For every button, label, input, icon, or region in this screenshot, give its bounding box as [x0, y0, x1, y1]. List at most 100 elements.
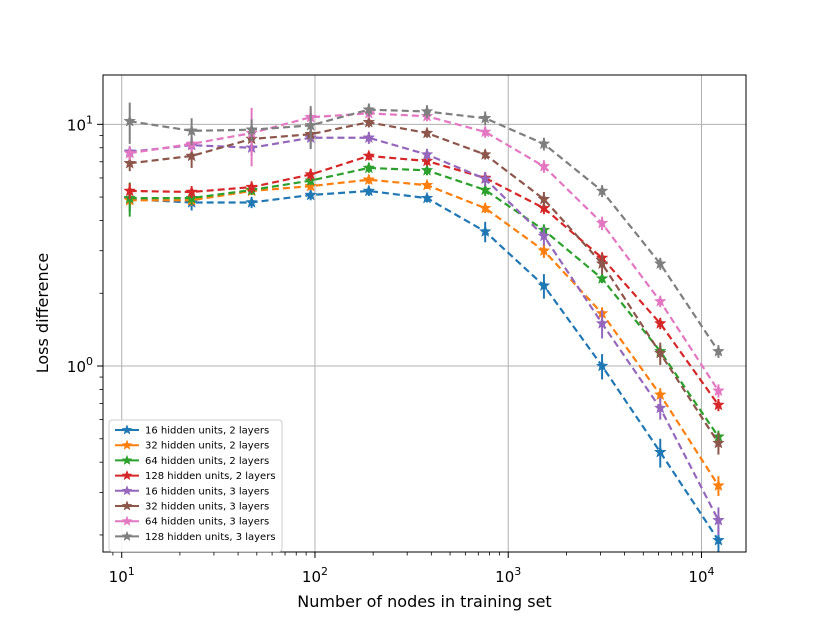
- data-point: [362, 115, 376, 128]
- data-point: [537, 159, 551, 172]
- legend-label: 64 hidden units, 2 layers: [145, 456, 269, 467]
- x-tick-label-exponent: 1: [128, 565, 135, 578]
- data-point: [478, 125, 492, 138]
- data-point: [712, 344, 725, 357]
- y-tick-label-exponent: 0: [86, 355, 93, 368]
- data-point: [478, 224, 492, 237]
- data-point: [478, 111, 492, 124]
- legend-item-4: 128 hidden units, 2 layers: [115, 469, 276, 482]
- legend-marker: [121, 454, 133, 466]
- legend-item-6: 32 hidden units, 3 layers: [115, 500, 269, 513]
- data-point: [478, 183, 492, 196]
- y-tick-label-base: 10: [67, 358, 86, 376]
- data-point: [362, 131, 376, 144]
- data-point: [245, 195, 258, 208]
- x-tick-label-text: 101: [109, 565, 135, 586]
- data-point: [712, 436, 725, 449]
- data-point: [653, 445, 667, 458]
- legend-marker: [121, 469, 133, 481]
- data-point: [362, 161, 376, 174]
- legend-marker: [121, 439, 133, 450]
- x-tick-label-exponent: 4: [708, 565, 715, 578]
- legend-item-1: 16 hidden units, 2 layers: [115, 424, 269, 437]
- y-tick-label-exponent: 1: [86, 113, 93, 126]
- y-tick-label-text: 100: [67, 355, 93, 376]
- data-point: [595, 216, 609, 229]
- data-point: [123, 146, 137, 159]
- data-point: [595, 359, 609, 372]
- legend: 16 hidden units, 2 layers 32 hidden units…: [108, 419, 283, 553]
- x-tick-label-text: 104: [688, 565, 714, 586]
- legend-label: 32 hidden units, 3 layers: [145, 502, 269, 513]
- data-point: [537, 278, 551, 292]
- data-point: [185, 124, 199, 137]
- x-tick-label-text: 102: [302, 565, 328, 586]
- x-tick-label-base: 10: [302, 568, 321, 586]
- data-point: [420, 126, 434, 139]
- y-tick-label-text: 101: [67, 113, 93, 134]
- x-tick-label: 103: [495, 565, 521, 586]
- legend-label: 128 hidden units, 2 layers: [145, 471, 276, 482]
- series-layer: [123, 102, 725, 552]
- legend-label: 16 hidden units, 3 layers: [145, 486, 269, 497]
- x-tick-label-exponent: 2: [321, 565, 328, 578]
- data-point: [595, 184, 609, 197]
- series-8: [123, 102, 725, 358]
- data-point: [595, 271, 609, 285]
- legend-item-2: 32 hidden units, 2 layers: [115, 439, 269, 452]
- data-point: [478, 147, 492, 160]
- x-tick-label: 102: [302, 565, 328, 586]
- legend-marker: [121, 485, 133, 496]
- data-point: [362, 184, 376, 197]
- x-axis-label: Number of nodes in training set: [297, 592, 551, 611]
- y-tick-label: 101: [67, 113, 93, 134]
- data-point: [478, 172, 492, 185]
- data-point: [653, 294, 667, 307]
- data-point: [304, 188, 318, 201]
- data-point: [712, 513, 725, 526]
- data-point: [712, 384, 725, 397]
- data-point: [362, 172, 376, 186]
- data-point: [304, 167, 318, 180]
- data-point: [420, 104, 434, 117]
- data-point: [420, 178, 434, 191]
- data-point: [420, 154, 434, 167]
- data-point: [123, 156, 137, 169]
- data-point: [245, 123, 258, 136]
- data-point: [537, 243, 551, 257]
- data-point: [537, 201, 551, 214]
- data-point: [653, 257, 667, 270]
- data-point: [478, 201, 492, 214]
- x-tick-label-base: 10: [495, 568, 514, 586]
- data-point: [653, 401, 667, 414]
- data-point: [712, 398, 725, 411]
- legend-item-5: 16 hidden units, 3 layers: [115, 485, 269, 497]
- x-tick-label: 104: [688, 565, 714, 586]
- y-axis-label: Loss difference: [33, 253, 52, 374]
- x-tick-label-base: 10: [688, 568, 707, 586]
- data-point: [537, 137, 551, 150]
- data-point: [537, 192, 551, 205]
- legend-marker: [121, 515, 133, 526]
- data-point: [653, 316, 667, 329]
- data-point: [362, 102, 376, 116]
- data-point: [245, 180, 258, 193]
- x-tick-label-text: 103: [495, 565, 521, 586]
- data-point: [304, 118, 318, 131]
- data-point: [123, 184, 137, 197]
- x-tick-label-exponent: 3: [514, 565, 521, 578]
- y-tick-label-base: 10: [67, 116, 86, 134]
- plot-frame: [102, 74, 747, 553]
- legend-label: 16 hidden units, 2 layers: [145, 426, 269, 437]
- data-point: [420, 147, 434, 160]
- data-point: [712, 533, 725, 546]
- data-point: [362, 149, 376, 162]
- legend-item-8: 128 hidden units, 3 layers: [115, 530, 276, 543]
- data-point: [653, 388, 667, 401]
- data-point: [653, 346, 667, 359]
- legend-box: [108, 419, 283, 553]
- data-point: [712, 478, 725, 492]
- data-point: [595, 257, 609, 270]
